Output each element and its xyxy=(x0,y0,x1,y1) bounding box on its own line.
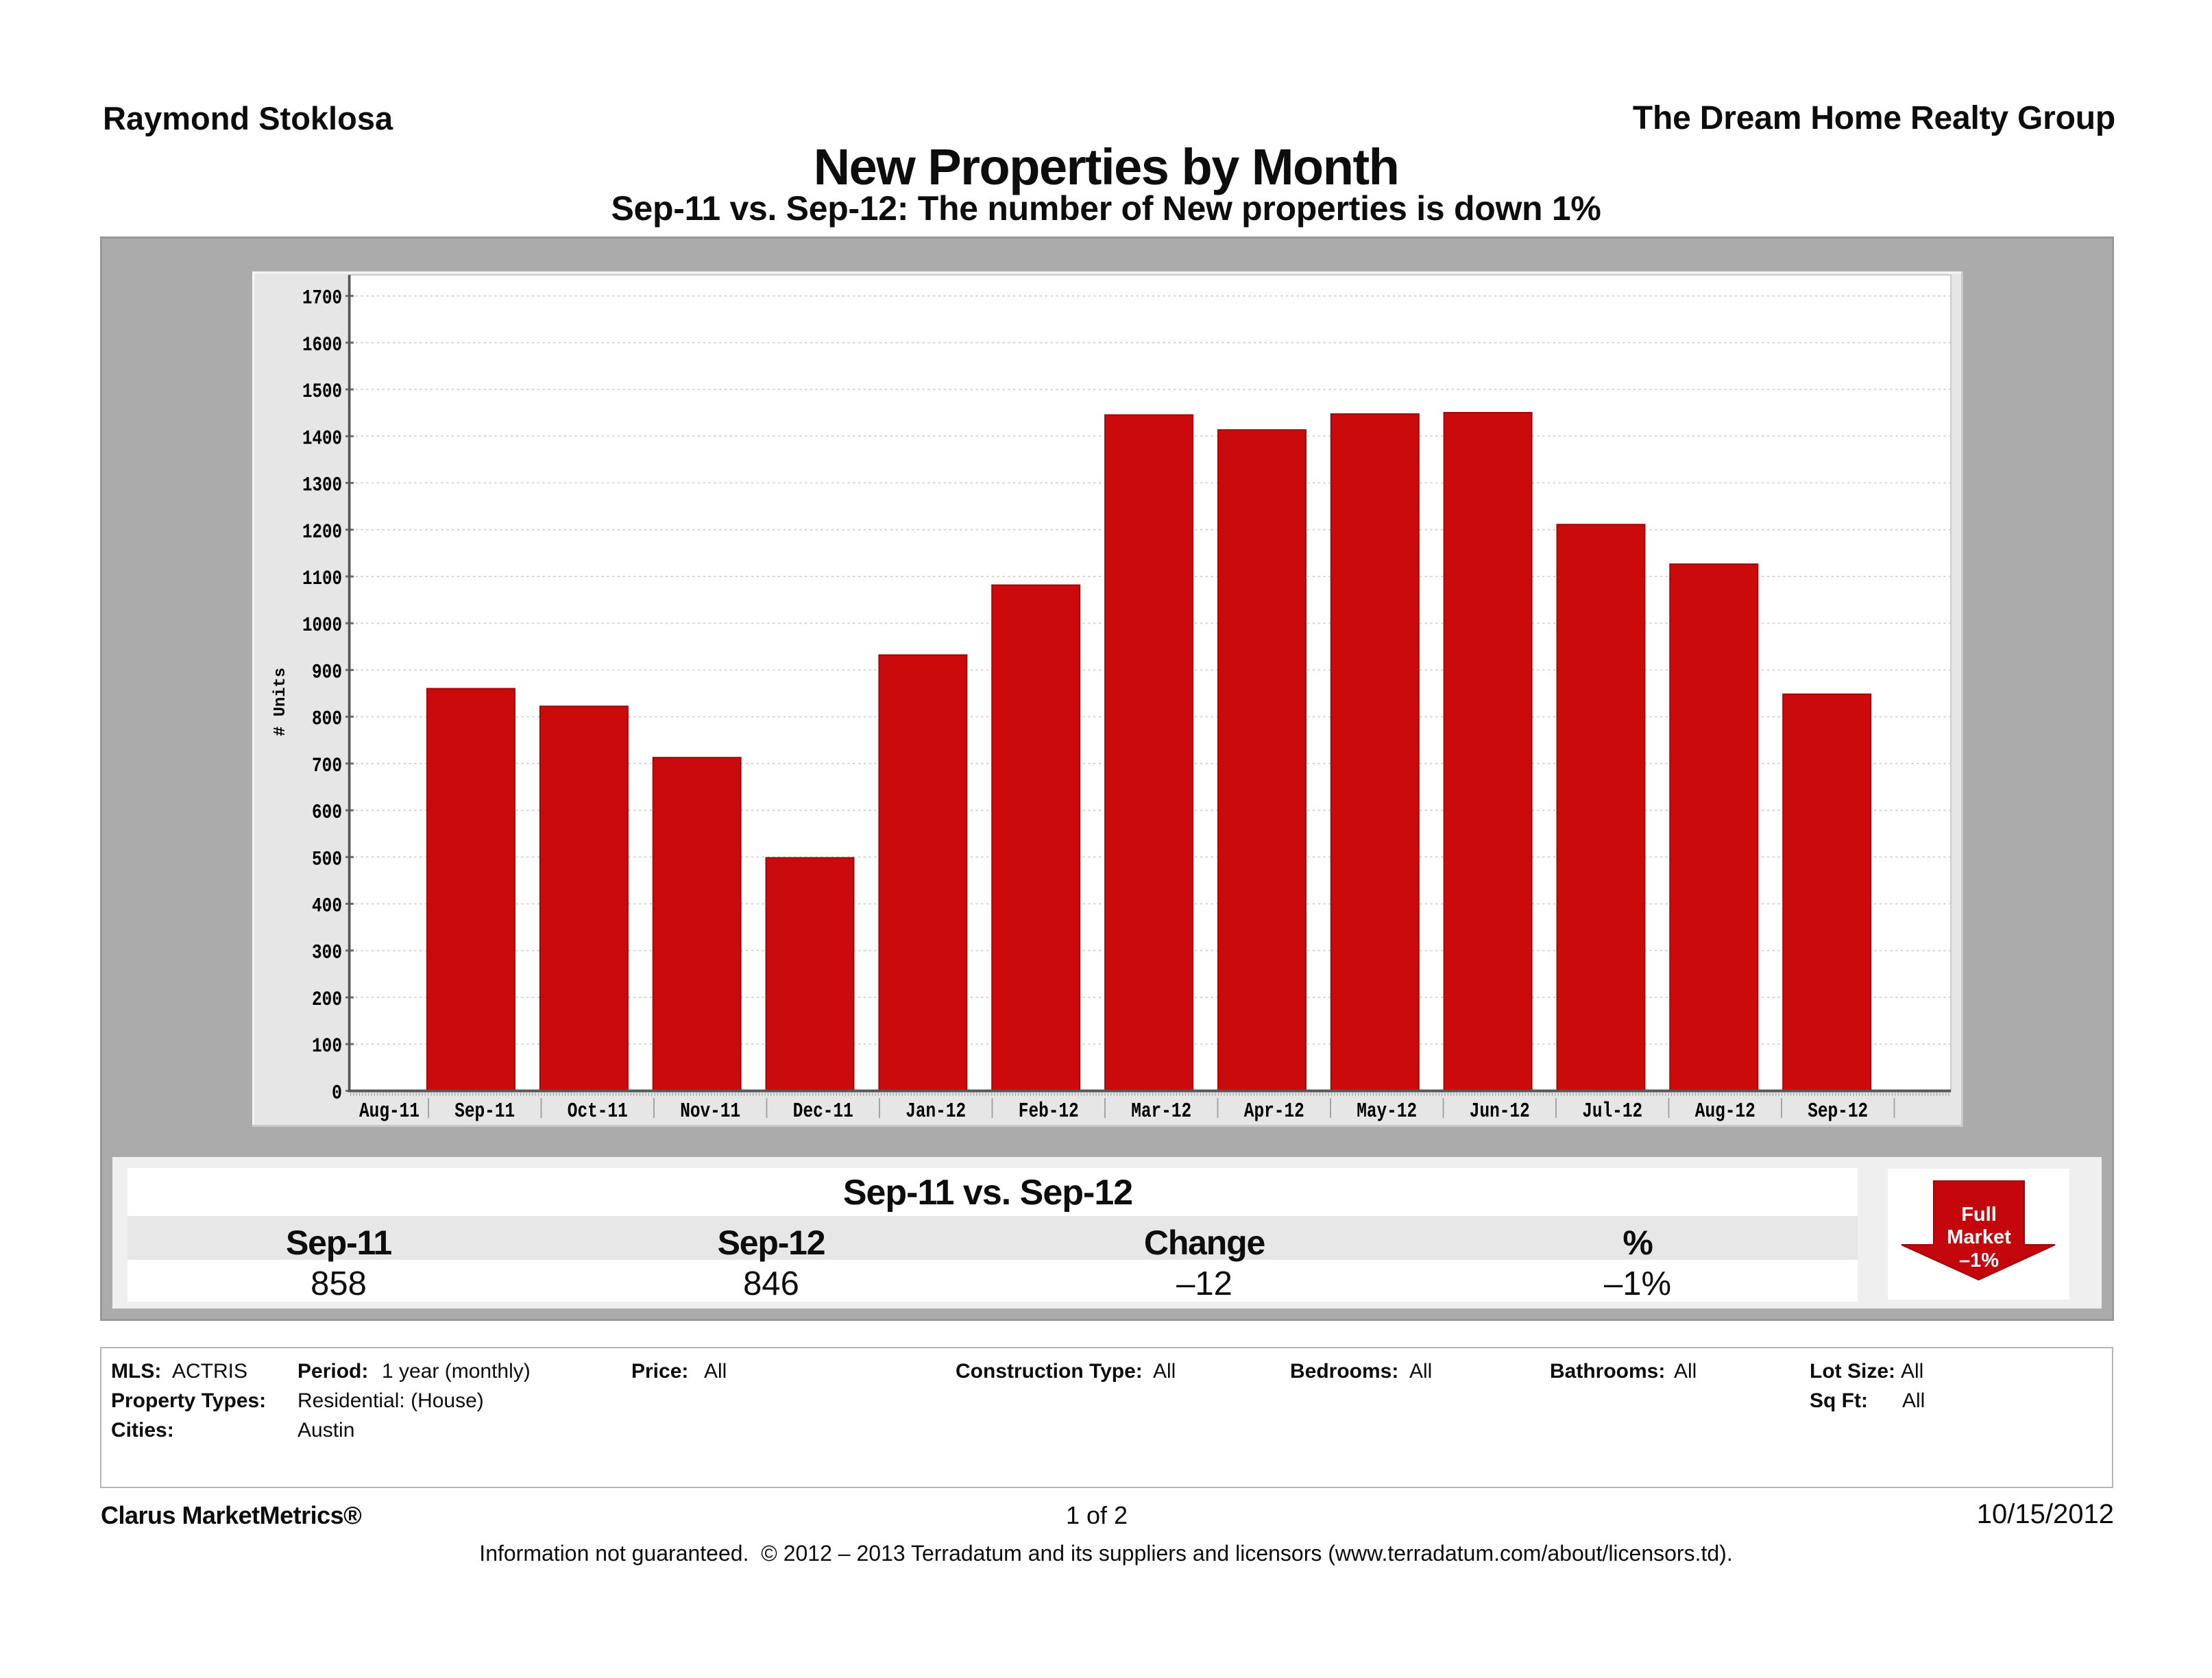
svg-text:Feb-12: Feb-12 xyxy=(1019,1099,1079,1123)
svg-text:Mar-12: Mar-12 xyxy=(1131,1099,1191,1123)
svg-text:900: 900 xyxy=(312,661,342,684)
svg-text:Sep-11: Sep-11 xyxy=(454,1099,515,1123)
svg-text:400: 400 xyxy=(312,895,342,919)
svg-text:200: 200 xyxy=(312,988,342,1012)
svg-text:Market: Market xyxy=(1947,1226,2011,1248)
svg-text:700: 700 xyxy=(312,755,342,778)
svg-text:Dec-11: Dec-11 xyxy=(793,1099,853,1123)
svg-text:Aug-12: Aug-12 xyxy=(1695,1099,1755,1123)
svg-text:600: 600 xyxy=(312,801,342,825)
svg-text:1400: 1400 xyxy=(302,427,342,450)
svg-text:300: 300 xyxy=(312,942,342,965)
svg-text:–1%: –1% xyxy=(1959,1250,1999,1272)
svg-text:May-12: May-12 xyxy=(1357,1099,1417,1123)
svg-text:1000: 1000 xyxy=(302,614,342,637)
svg-text:Apr-12: Apr-12 xyxy=(1244,1099,1304,1123)
svg-text:1300: 1300 xyxy=(302,474,342,498)
svg-text:Nov-11: Nov-11 xyxy=(680,1099,740,1123)
svg-text:0: 0 xyxy=(332,1082,342,1105)
svg-text:Jan-12: Jan-12 xyxy=(906,1099,966,1123)
svg-text:Jun-12: Jun-12 xyxy=(1470,1099,1530,1123)
svg-text:Aug-11: Aug-11 xyxy=(359,1099,420,1123)
svg-text:Sep-12: Sep-12 xyxy=(1808,1099,1868,1123)
svg-text:Oct-11: Oct-11 xyxy=(568,1099,628,1123)
svg-text:Full: Full xyxy=(1961,1204,1997,1226)
svg-text:1500: 1500 xyxy=(302,380,342,404)
svg-text:1200: 1200 xyxy=(302,521,342,544)
svg-text:100: 100 xyxy=(312,1035,342,1058)
svg-text:# Units: # Units xyxy=(271,668,290,736)
svg-text:800: 800 xyxy=(312,708,342,731)
svg-text:500: 500 xyxy=(312,848,342,871)
svg-text:1700: 1700 xyxy=(302,287,342,311)
svg-text:1100: 1100 xyxy=(302,568,342,591)
svg-text:Jul-12: Jul-12 xyxy=(1582,1099,1642,1123)
svg-text:1600: 1600 xyxy=(302,334,342,357)
